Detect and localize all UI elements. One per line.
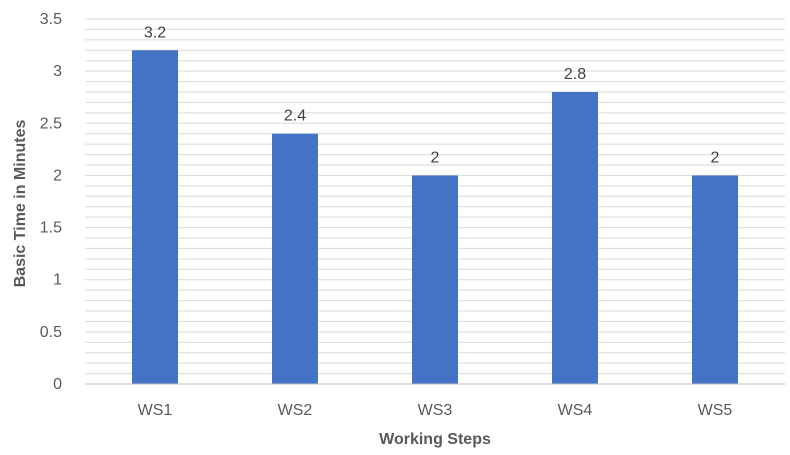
x-category-label: WS5 (698, 402, 733, 419)
y-tick-label: 0 (53, 376, 62, 393)
y-tick-label: 0.5 (40, 324, 62, 341)
x-category-label: WS4 (558, 402, 593, 419)
x-category-labels: WS1 WS2 WS3 WS4 WS5 (138, 402, 733, 419)
y-tick-labels: 0 0.5 1 1.5 2 2.5 3 3.5 (40, 11, 62, 393)
bar-ws1 (132, 50, 178, 385)
y-tick-label: 2 (53, 167, 62, 184)
data-label: 3.2 (144, 24, 166, 41)
x-axis-title: Working Steps (379, 431, 491, 448)
data-label: 2.8 (564, 66, 586, 83)
bars (132, 50, 738, 385)
x-category-label: WS3 (418, 402, 453, 419)
x-category-label: WS1 (138, 402, 173, 419)
data-labels: 3.2 2.4 2 2.8 2 (144, 24, 720, 166)
y-tick-label: 1.5 (40, 220, 62, 237)
x-category-label: WS2 (278, 402, 313, 419)
y-tick-label: 2.5 (40, 115, 62, 132)
bar-ws4 (552, 92, 598, 384)
bar-ws3 (412, 175, 458, 384)
data-label: 2 (431, 149, 440, 166)
y-tick-label: 1 (53, 272, 62, 289)
y-tick-label: 3.5 (40, 11, 62, 28)
bar-ws5 (692, 175, 738, 384)
y-axis-title: Basic Time in Minutes (12, 120, 29, 288)
y-tick-label: 3 (53, 63, 62, 80)
data-label: 2 (711, 149, 720, 166)
data-label: 2.4 (284, 108, 306, 125)
bar-ws2 (272, 133, 318, 384)
